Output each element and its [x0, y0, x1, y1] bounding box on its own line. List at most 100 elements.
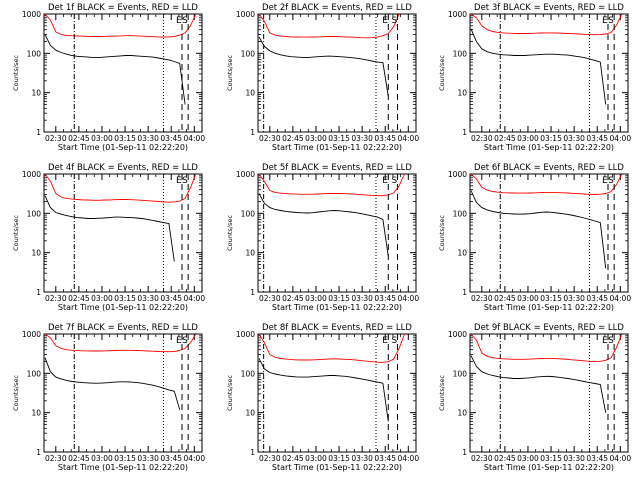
x-tick-label: 03:00 [517, 294, 539, 303]
x-tick-label: 03:00 [91, 454, 113, 463]
x-tick-label: 02:30 [259, 134, 281, 143]
x-tick-label: 03:00 [91, 294, 113, 303]
y-tick-label: 10 [31, 409, 41, 418]
chart-title: Det 7f BLACK = Events, RED = LLD [48, 323, 198, 333]
y-tick-label: 100 [241, 369, 256, 378]
x-tick-label: 03:45 [160, 134, 182, 143]
x-tick-label: 03:45 [374, 454, 396, 463]
x-tick-label: 03:00 [305, 454, 327, 463]
y-tick-label: 10 [31, 249, 41, 258]
chart-panel-2: Det 2f BLACK = Events, RED = LLD 1 10 100 10… [226, 3, 419, 152]
lld-series-line [44, 333, 197, 353]
y-tick-label: 1 [36, 288, 41, 297]
y-tick-label: 1 [250, 288, 255, 297]
x-axis-label: Start Time (01-Sep-11 02:22:20) [272, 303, 402, 312]
lld-series-line [44, 173, 197, 203]
x-tick-label: 03:30 [137, 134, 159, 143]
y-tick-label: 1000 [448, 170, 467, 179]
plot-frame [43, 13, 203, 133]
x-axis-label: Start Time (01-Sep-11 02:22:20) [272, 463, 402, 472]
chart-title: Det 9f BLACK = Events, RED = LLD [474, 323, 624, 333]
y-tick-label: 100 [453, 49, 468, 58]
plot-frame [43, 173, 203, 293]
y-axis-label: Counts/sec [438, 375, 446, 411]
y-tick-label: 100 [453, 369, 468, 378]
x-axis-label: Start Time (01-Sep-11 02:22:20) [272, 143, 402, 152]
y-axis-label: Counts/sec [438, 55, 446, 91]
y-tick-label: 10 [245, 249, 255, 258]
x-tick-label: 02:30 [45, 454, 67, 463]
x-tick-label: 03:45 [160, 294, 182, 303]
events-series-line [470, 190, 607, 269]
y-tick-label: 1000 [236, 170, 255, 179]
plot-frame [469, 173, 629, 293]
x-tick-label: 03:15 [540, 134, 562, 143]
events-series-line [44, 34, 186, 105]
x-tick-label: 03:00 [305, 134, 327, 143]
y-tick-label: 1 [250, 128, 255, 137]
y-tick-label: 1 [462, 448, 467, 457]
y-tick-label: 1 [36, 128, 41, 137]
time-marker-label: S [182, 176, 188, 186]
y-axis-label: Counts/sec [226, 55, 234, 91]
events-series-line [258, 358, 389, 422]
x-tick-label: 04:00 [183, 294, 205, 303]
time-marker-label: E [602, 16, 608, 26]
y-tick-label: 100 [27, 369, 42, 378]
y-axis-label: Counts/sec [438, 215, 446, 251]
x-tick-label: 03:30 [563, 134, 585, 143]
chart-title: Det 4f BLACK = Events, RED = LLD [48, 163, 198, 173]
x-tick-label: 03:00 [517, 134, 539, 143]
time-marker-label: E [382, 336, 388, 346]
y-tick-label: 100 [241, 49, 256, 58]
y-tick-label: 100 [241, 209, 256, 218]
chart-panel-8: Det 8f BLACK = Events, RED = LLD 1 10 100 10… [226, 323, 419, 472]
x-tick-label: 02:30 [259, 294, 281, 303]
lld-series-line [44, 13, 197, 38]
x-tick-label: 04:00 [183, 134, 205, 143]
x-tick-label: 02:30 [471, 134, 493, 143]
x-tick-label: 02:45 [282, 134, 304, 143]
x-tick-label: 03:00 [91, 134, 113, 143]
x-tick-label: 02:30 [259, 454, 281, 463]
time-marker-label: S [182, 16, 188, 26]
y-tick-label: 1000 [22, 330, 41, 339]
x-tick-label: 02:45 [494, 134, 516, 143]
x-tick-label: 02:45 [68, 294, 90, 303]
x-tick-label: 03:30 [137, 294, 159, 303]
x-tick-label: 03:00 [517, 454, 539, 463]
y-tick-label: 1 [36, 448, 41, 457]
events-series-line [44, 195, 175, 262]
plot-frame [257, 173, 417, 293]
x-tick-label: 02:45 [282, 454, 304, 463]
y-axis-label: Counts/sec [226, 215, 234, 251]
x-tick-label: 02:30 [45, 294, 67, 303]
y-tick-label: 100 [27, 49, 42, 58]
x-tick-label: 03:15 [328, 294, 350, 303]
chart-panel-9: Det 9f BLACK = Events, RED = LLD 1 10 100 10… [438, 323, 631, 472]
y-tick-label: 10 [457, 89, 467, 98]
x-tick-label: 03:30 [351, 294, 373, 303]
chart-title: Det 8f BLACK = Events, RED = LLD [262, 323, 412, 333]
chart-panel-1: Det 1f BLACK = Events, RED = LLD 1 10 100 10… [12, 3, 205, 152]
x-tick-label: 04:00 [397, 454, 419, 463]
x-tick-label: 03:45 [586, 294, 608, 303]
y-axis-label: Counts/sec [226, 375, 234, 411]
y-tick-label: 1000 [448, 10, 467, 19]
time-marker-label: S [182, 336, 188, 346]
x-axis-label: Start Time (01-Sep-11 02:22:20) [58, 463, 188, 472]
x-tick-label: 02:45 [494, 294, 516, 303]
y-axis-label: Counts/sec [12, 375, 20, 411]
x-tick-label: 04:00 [183, 454, 205, 463]
time-marker-label: E [176, 336, 182, 346]
x-tick-label: 03:45 [160, 454, 182, 463]
time-marker-label: S [608, 336, 614, 346]
y-tick-label: 100 [27, 209, 42, 218]
time-marker-label: E [602, 176, 608, 186]
chart-panel-4: Det 4f BLACK = Events, RED = LLD 1 10 100 10… [12, 163, 205, 312]
x-tick-label: 02:45 [68, 454, 90, 463]
plot-frame [257, 333, 417, 453]
x-tick-label: 03:15 [540, 294, 562, 303]
